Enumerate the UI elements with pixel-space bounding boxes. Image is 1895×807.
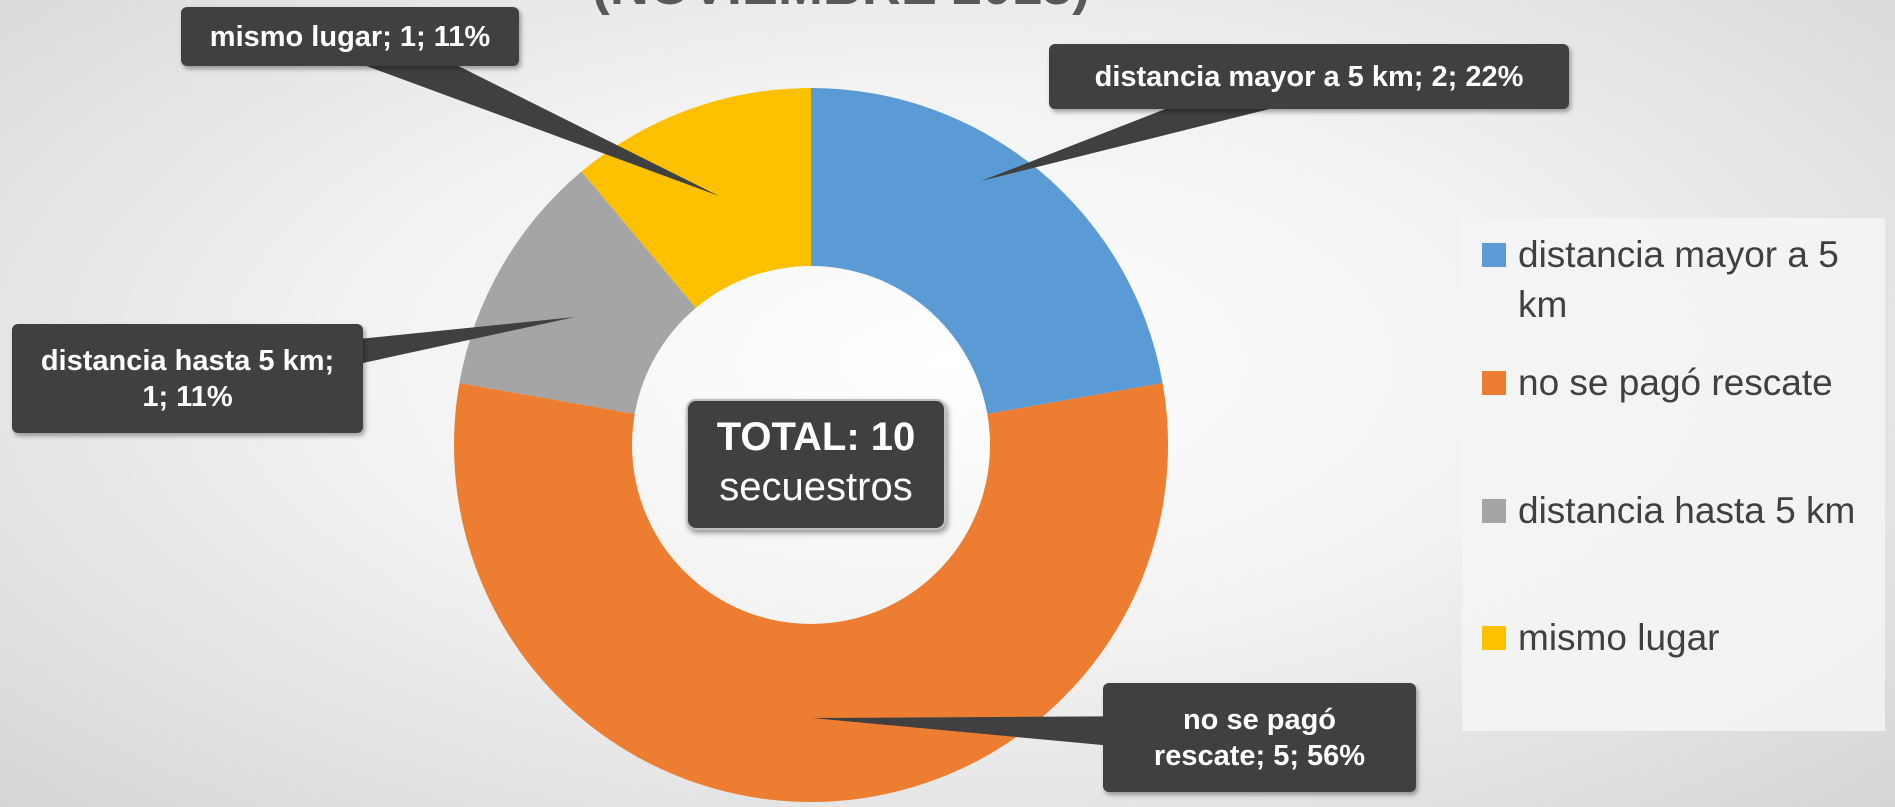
legend-swatch [1482, 626, 1506, 650]
chart-title: (NOVIEMBRE 2013) [592, 0, 1090, 16]
legend-label: distancia hasta 5 km [1518, 490, 1856, 531]
data-label: distancia hasta 5 km; 1; 11% [12, 324, 363, 433]
slice [454, 383, 1169, 802]
center-label: TOTAL: 10 secuestros [686, 399, 946, 530]
data-label: distancia mayor a 5 km; 2; 22% [1049, 44, 1569, 109]
center-unit: secuestros [719, 465, 913, 509]
center-total: TOTAL: 10 [716, 415, 916, 459]
slice [459, 171, 696, 414]
data-label: no se pagó rescate; 5; 56% [1103, 683, 1416, 792]
legend [1462, 218, 1885, 731]
legend-swatch [1482, 243, 1506, 267]
slice [811, 88, 1163, 414]
legend-label: no se pagó rescate [1518, 362, 1833, 403]
slice [581, 88, 811, 308]
legend-swatch [1482, 499, 1506, 523]
legend-swatch [1482, 371, 1506, 395]
legend-label: distancia mayor a 5 km [1518, 234, 1839, 325]
legend-label: mismo lugar [1518, 617, 1720, 658]
data-label: mismo lugar; 1; 11% [181, 7, 519, 66]
slices [454, 88, 1169, 802]
